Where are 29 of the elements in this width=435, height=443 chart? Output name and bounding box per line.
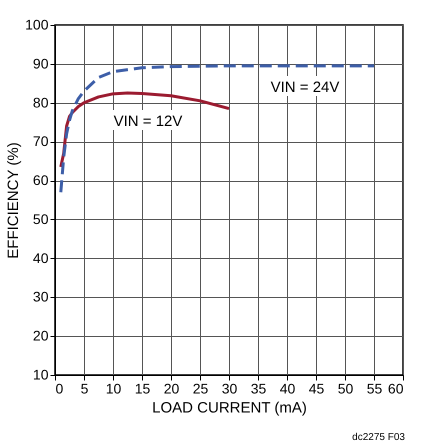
y-tick-label: 60 — [32, 172, 49, 188]
x-tick-label: 30 — [222, 380, 238, 396]
text: dc2275 F03 — [352, 432, 406, 443]
y-tick-label: 10 — [32, 366, 49, 382]
x-tick-label: 5 — [80, 380, 89, 396]
x-tick-label: 50 — [338, 380, 354, 396]
x-tick-label: 55 — [366, 380, 382, 396]
y-tick-label: 50 — [32, 210, 49, 227]
y-tick-label: 80 — [32, 94, 49, 110]
annotation: VIN = 24V — [270, 79, 340, 96]
x-tick-label: 40 — [280, 380, 296, 396]
y-axis-title: EFFICIENCY (%) — [5, 142, 22, 259]
x-tick-label: 10 — [106, 380, 122, 396]
x-tick-label: 25 — [192, 380, 208, 396]
x-tick-label: 0 — [56, 380, 64, 396]
x-tick-label: 15 — [134, 380, 150, 396]
y-tick-label: 30 — [32, 288, 49, 305]
line-series — [59, 64, 376, 194]
x-tick-label: 45 — [308, 380, 324, 396]
y-tick-label: 90 — [32, 55, 49, 72]
x-tick-label: 35 — [250, 380, 266, 396]
y-tick-label: 40 — [32, 250, 49, 266]
x-axis-title: LOAD CURRENT (mA) — [152, 400, 307, 416]
x-tick-label: 60 — [388, 380, 404, 396]
y-tick-label: 70 — [32, 133, 49, 150]
annotation: VIN = 12V — [114, 113, 182, 130]
y-tick-label: 100 — [25, 16, 49, 32]
x-tick-label: 20 — [164, 380, 180, 396]
y-tick-label: 20 — [32, 328, 49, 344]
